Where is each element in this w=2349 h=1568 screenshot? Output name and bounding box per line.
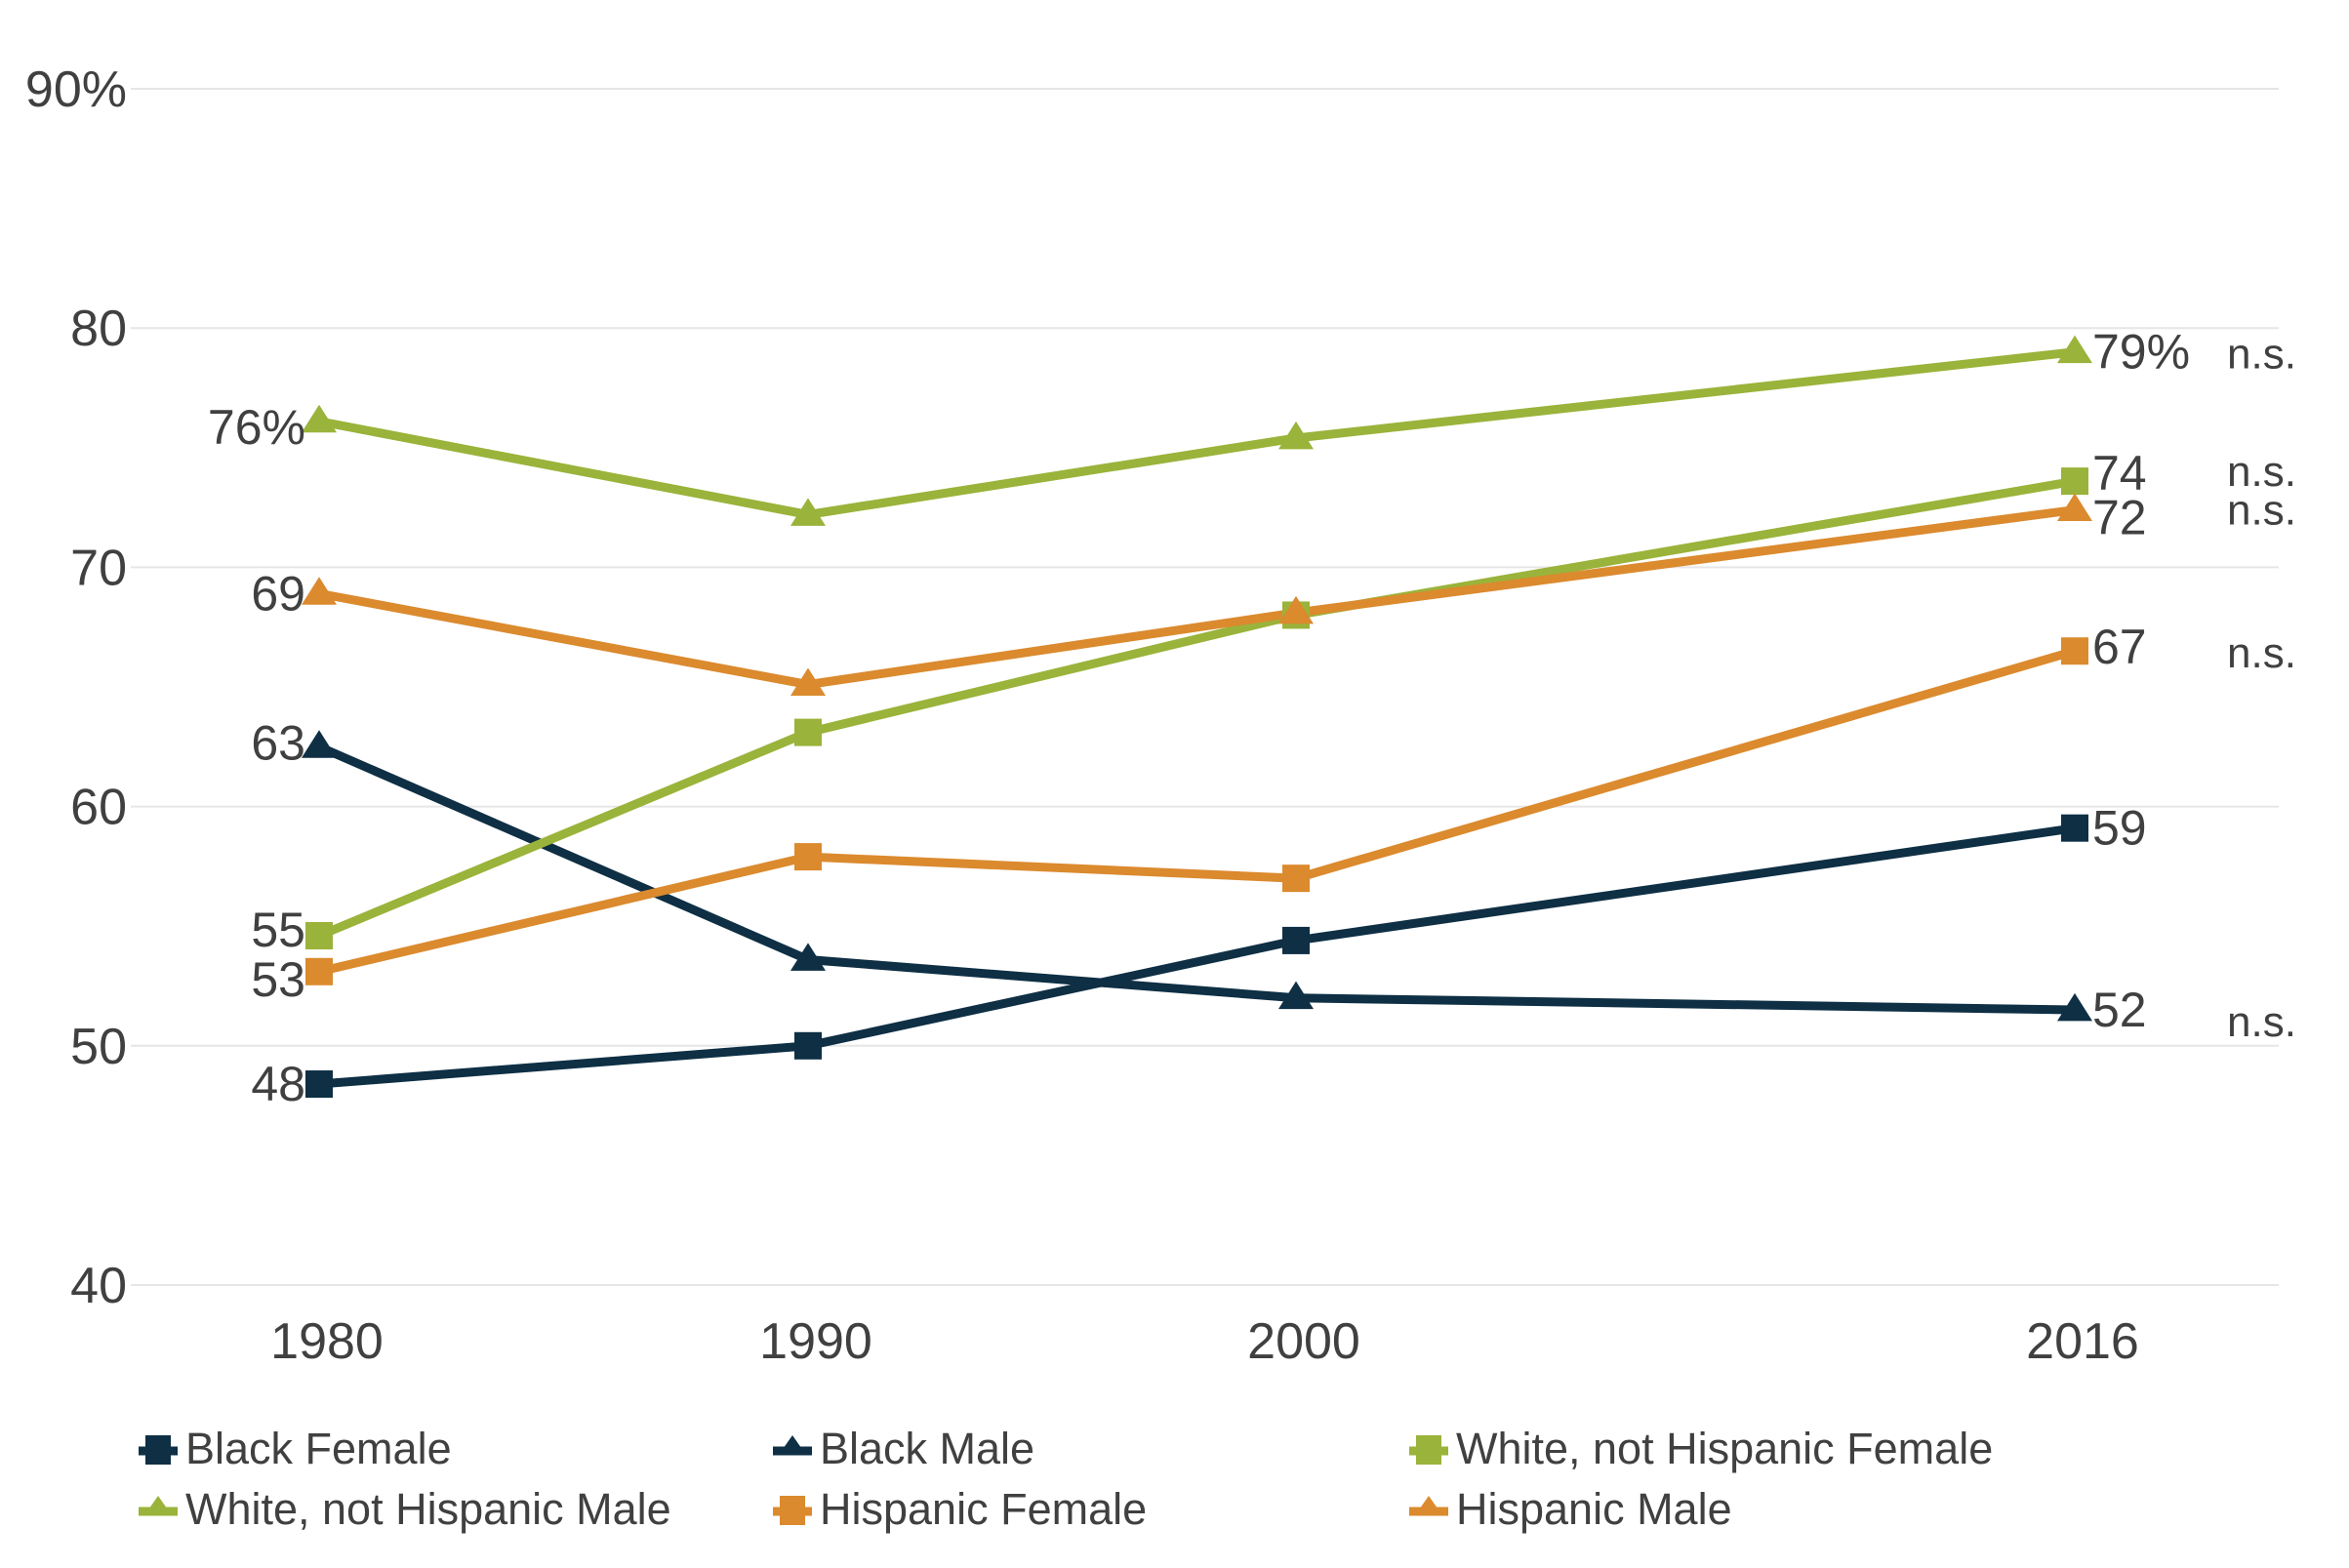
data-point-hispanic-male-2000 <box>1278 595 1314 624</box>
data-point-black-female-2000 <box>1282 926 1310 954</box>
y-tick-label: 90% <box>25 61 127 118</box>
x-axis-ticks: 1980 1990 2000 2016 <box>270 1313 2139 1370</box>
data-point-hispanic-female-1990 <box>794 843 822 871</box>
square-marker-icon <box>773 1496 812 1525</box>
data-point-black-female-1990 <box>794 1031 822 1060</box>
legend-label: White, not Hispanic Male <box>185 1484 671 1534</box>
data-label-start: 63 <box>251 715 305 770</box>
data-label-start: 69 <box>251 566 305 621</box>
data-point-hispanic-female-2000 <box>1282 864 1310 893</box>
data-point-white-not-hispanic-male-1980 <box>302 404 337 433</box>
significance-note: n.s. <box>2227 629 2296 677</box>
y-axis-ticks: 90% 80 70 60 50 40 <box>25 61 127 1314</box>
data-point-white-not-hispanic-male-1990 <box>790 498 826 526</box>
data-point-white-not-hispanic-male-2016 <box>2057 335 2092 364</box>
legend-item: Hispanic Female <box>771 1480 1147 1539</box>
data-point-hispanic-female-1980 <box>305 957 333 985</box>
data-point-black-male-1980 <box>302 730 337 758</box>
data-label-end: 52 <box>2092 983 2147 1037</box>
legend-item: White, not Hispanic Male <box>137 1480 671 1539</box>
triangle-marker-icon <box>139 1496 178 1516</box>
data-label-start: 76% <box>208 400 305 455</box>
series-line-black-male <box>317 743 2076 1015</box>
data-point-black-male-1990 <box>790 943 826 971</box>
y-tick-label: 40 <box>70 1258 127 1314</box>
data-point-black-male-2016 <box>2057 992 2092 1022</box>
data-point-white-not-hispanic-female-1980 <box>305 922 333 950</box>
legend-label: White, not Hispanic Female <box>1456 1424 1994 1473</box>
significance-note: n.s. <box>2227 448 2296 496</box>
series-lines <box>317 347 2077 1089</box>
data-label-end: 72 <box>2092 491 2147 545</box>
triangle-marker-icon <box>773 1435 812 1456</box>
legend-label: Hispanic Male <box>1456 1484 1732 1534</box>
y-tick-label: 80 <box>70 301 127 357</box>
series-line-black-female <box>318 824 2076 1089</box>
series-line-white-not-hispanic-male <box>318 347 2076 520</box>
legend-label: Black Male <box>820 1424 1035 1473</box>
y-tick-label: 70 <box>70 540 127 596</box>
legend-item: Black Male <box>771 1420 1034 1478</box>
data-point-hispanic-male-1990 <box>790 667 826 696</box>
triangle-marker-icon <box>1409 1496 1448 1516</box>
square-marker-icon <box>139 1435 178 1465</box>
data-point-hispanic-female-2016 <box>2061 637 2088 665</box>
data-labels: 48 59 63 52 n.s. 55 74 n.s. 76% 79% n.s. 53 67 n.s. 69… <box>208 325 2296 1111</box>
data-point-black-female-1980 <box>305 1070 333 1099</box>
legend-label: Hispanic Female <box>820 1484 1148 1534</box>
series-markers <box>302 335 2092 1099</box>
x-tick-label: 2016 <box>2026 1313 2139 1370</box>
legend-item: Hispanic Male <box>1407 1480 1732 1539</box>
data-point-hispanic-male-2016 <box>2057 493 2092 521</box>
legend-label: Black Female <box>185 1424 452 1473</box>
legend-item: Black Female <box>137 1420 452 1478</box>
x-tick-label: 2000 <box>1247 1313 1360 1370</box>
series-line-hispanic-female <box>317 646 2077 977</box>
data-label-end: 74 <box>2092 446 2147 501</box>
data-label-end: 59 <box>2092 801 2147 856</box>
data-label-start: 55 <box>251 903 305 957</box>
square-marker-icon <box>1409 1435 1448 1465</box>
series-line-white-not-hispanic-female <box>317 476 2076 941</box>
data-point-black-male-2000 <box>1278 981 1314 1010</box>
data-label-end: 79% <box>2092 325 2190 380</box>
significance-note: n.s. <box>2227 331 2296 379</box>
y-tick-label: 50 <box>70 1019 127 1075</box>
legend-item: White, not Hispanic Female <box>1407 1420 1993 1478</box>
series-line-hispanic-male <box>318 505 2076 690</box>
data-label-end: 67 <box>2092 620 2147 674</box>
x-tick-label: 1990 <box>759 1313 872 1370</box>
data-point-white-not-hispanic-male-2000 <box>1278 421 1314 450</box>
x-tick-label: 1980 <box>270 1313 384 1370</box>
significance-note: n.s. <box>2227 487 2296 535</box>
significance-note: n.s. <box>2227 998 2296 1046</box>
gridlines <box>131 88 2279 1286</box>
y-tick-label: 60 <box>70 780 127 836</box>
data-label-start: 48 <box>251 1057 305 1111</box>
data-label-start: 53 <box>251 952 305 1007</box>
data-point-black-female-2016 <box>2061 814 2088 842</box>
data-point-hispanic-male-1980 <box>302 577 337 605</box>
data-point-white-not-hispanic-female-2016 <box>2061 467 2088 496</box>
data-point-white-not-hispanic-female-1990 <box>794 718 822 746</box>
